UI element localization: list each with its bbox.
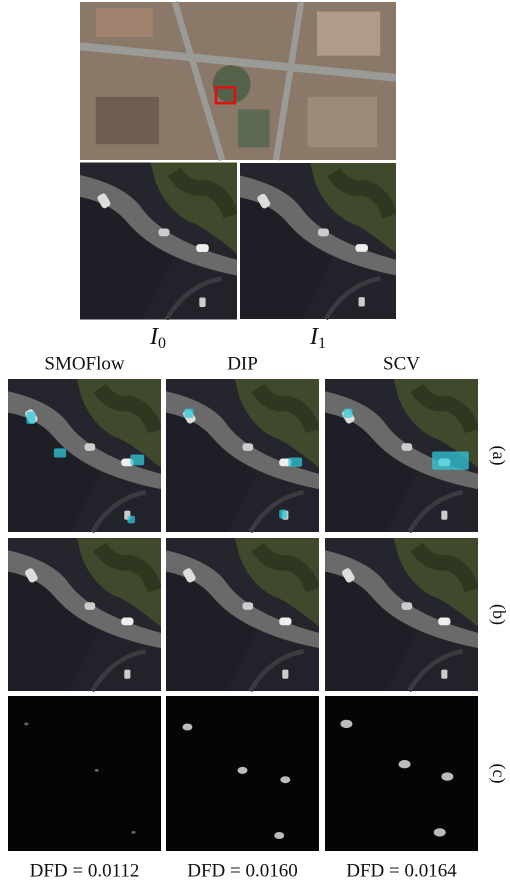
flow-overlay [279,510,287,519]
result-image [325,538,478,691]
metric-label: DFD = 0.0112 [30,860,140,881]
error-spot [274,832,284,839]
error-spot [441,772,453,780]
error-spot [182,724,192,731]
input-image [80,163,237,320]
aerial-image [80,2,396,160]
flow-overlay [54,448,66,457]
flow-overlay [130,455,144,466]
column-header: DIP [227,353,258,374]
error-spot [24,723,28,726]
result-image [8,538,161,691]
flow-overlay [288,458,302,467]
error-spot [434,828,446,836]
error-spot [340,720,352,728]
page: I0 I1 SMOFlow DFD = 0.0112 DIP DFD = 0.0160 SC… [0,0,510,888]
input-subscript: 1 [318,335,326,352]
metric-label: DFD = 0.0164 [346,860,457,881]
input-image [240,163,396,319]
metric-label: DFD = 0.0160 [187,860,297,881]
error-image [8,696,161,851]
input-subscript: 0 [158,335,166,352]
error-spot [280,776,290,783]
error-image [325,696,478,851]
column-header: SMOFlow [44,353,125,374]
flow-overlay [127,516,135,524]
input-label: I1 [309,324,326,352]
error-spot [131,831,135,834]
result-image [166,379,319,532]
error-spot [238,767,248,774]
figure: I0 I1 SMOFlow DFD = 0.0112 DIP DFD = 0.0160 SC… [0,0,510,883]
column-header: SCV [383,353,420,374]
flow-overlay [432,451,469,469]
flow-overlay [343,409,352,418]
input-label: I0 [149,324,166,352]
row-label: (c) [488,764,509,784]
row-label: (a) [488,446,509,466]
error-spot [399,760,411,768]
flow-overlay [26,412,35,424]
row-label: (b) [488,604,509,625]
result-image [166,538,319,691]
error-spot [95,769,99,772]
flow-overlay [184,409,193,418]
